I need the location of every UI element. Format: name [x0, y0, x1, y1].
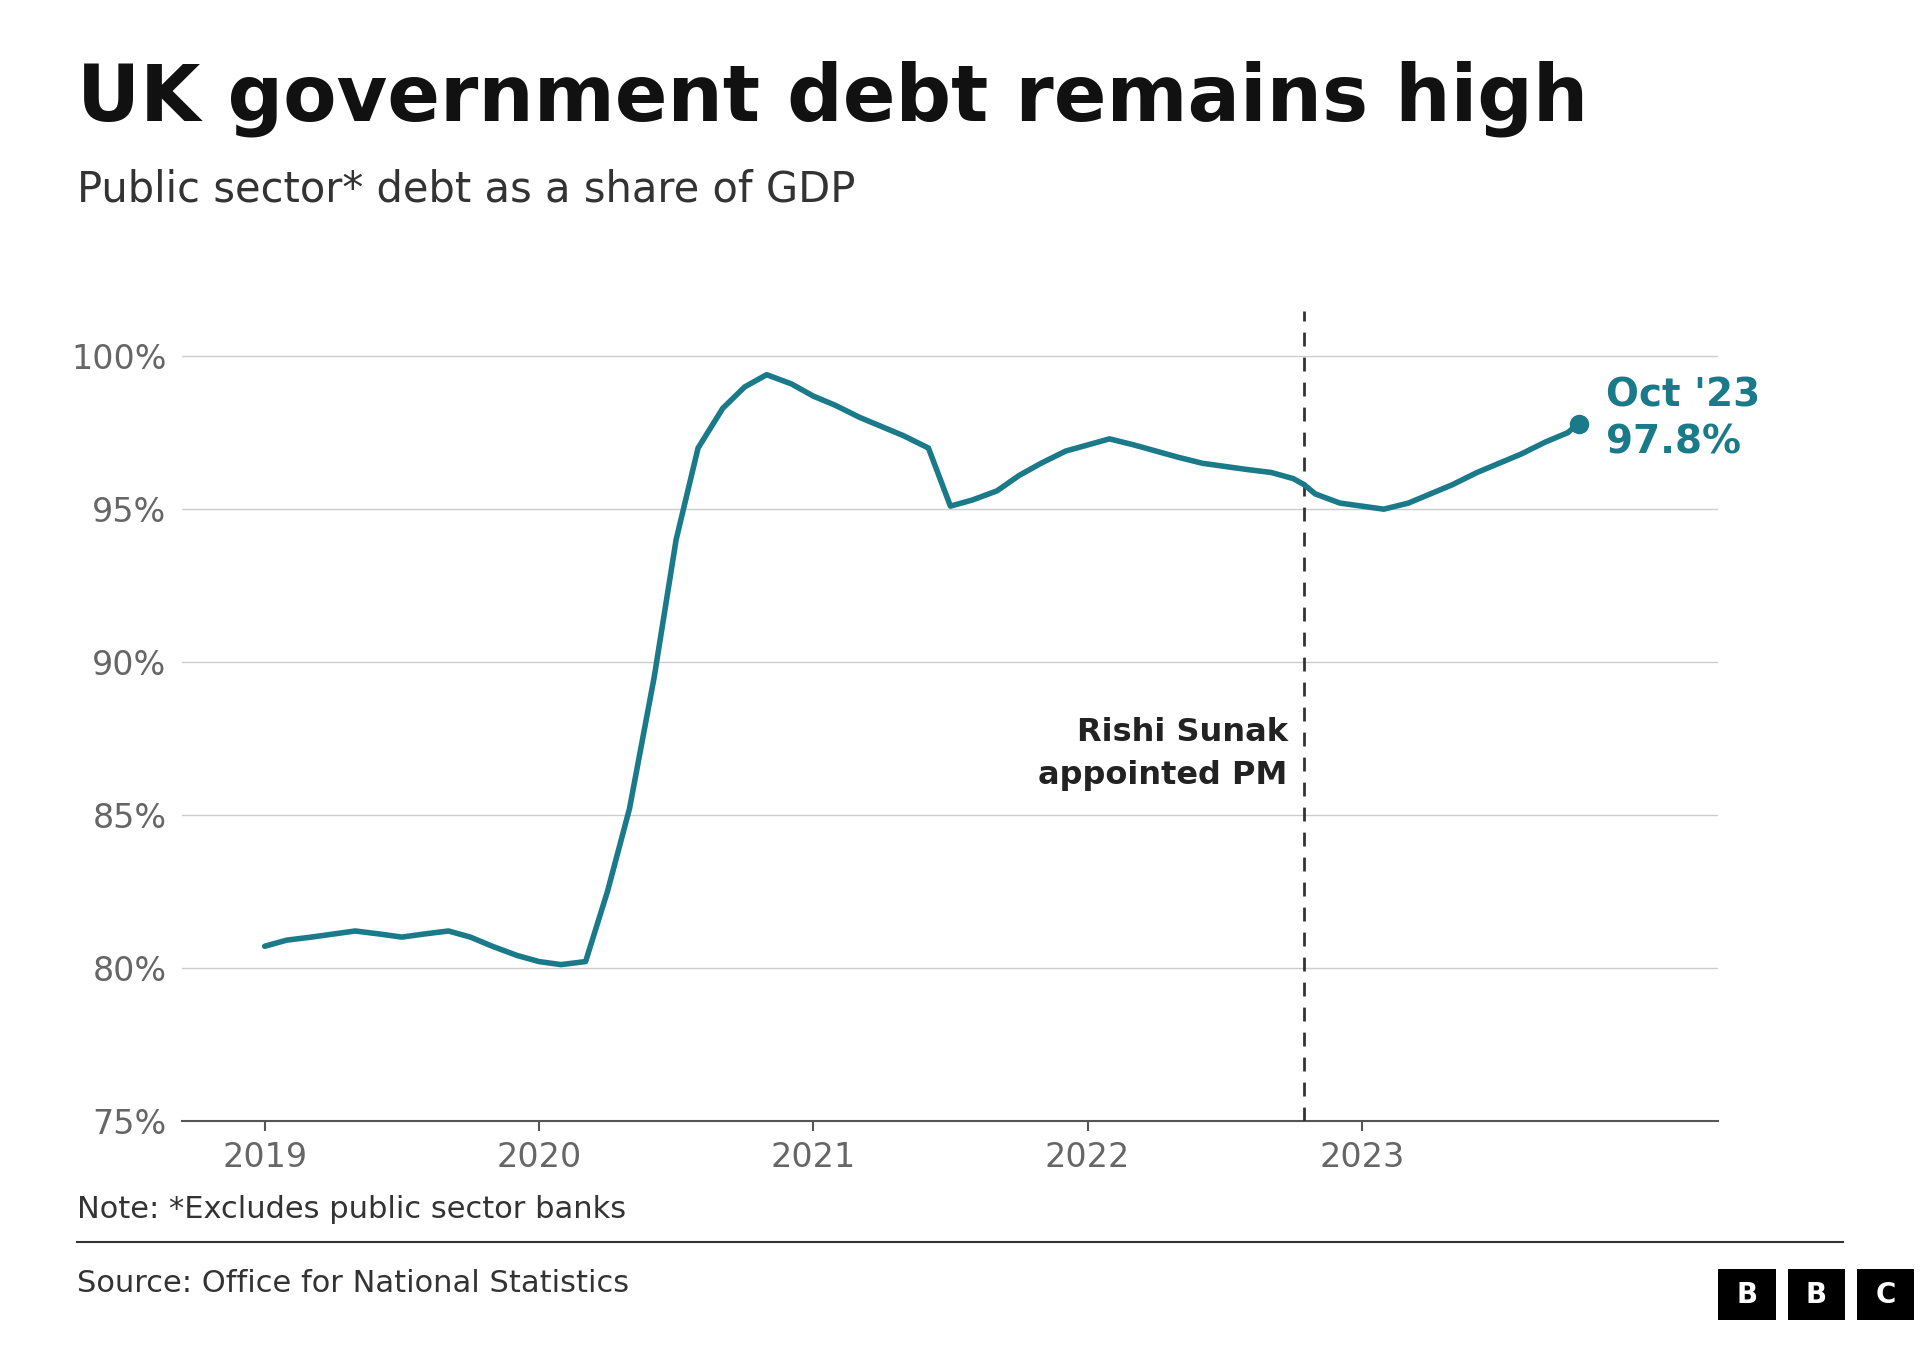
Text: Oct '23
97.8%: Oct '23 97.8% — [1605, 377, 1761, 462]
Text: UK government debt remains high: UK government debt remains high — [77, 61, 1588, 138]
Text: Rishi Sunak
appointed PM: Rishi Sunak appointed PM — [1039, 717, 1288, 791]
Text: Source: Office for National Statistics: Source: Office for National Statistics — [77, 1269, 630, 1297]
Text: Note: *Excludes public sector banks: Note: *Excludes public sector banks — [77, 1195, 626, 1223]
Text: C: C — [1876, 1281, 1895, 1308]
Text: B: B — [1736, 1281, 1759, 1308]
Text: Public sector* debt as a share of GDP: Public sector* debt as a share of GDP — [77, 169, 854, 211]
Text: B: B — [1805, 1281, 1828, 1308]
